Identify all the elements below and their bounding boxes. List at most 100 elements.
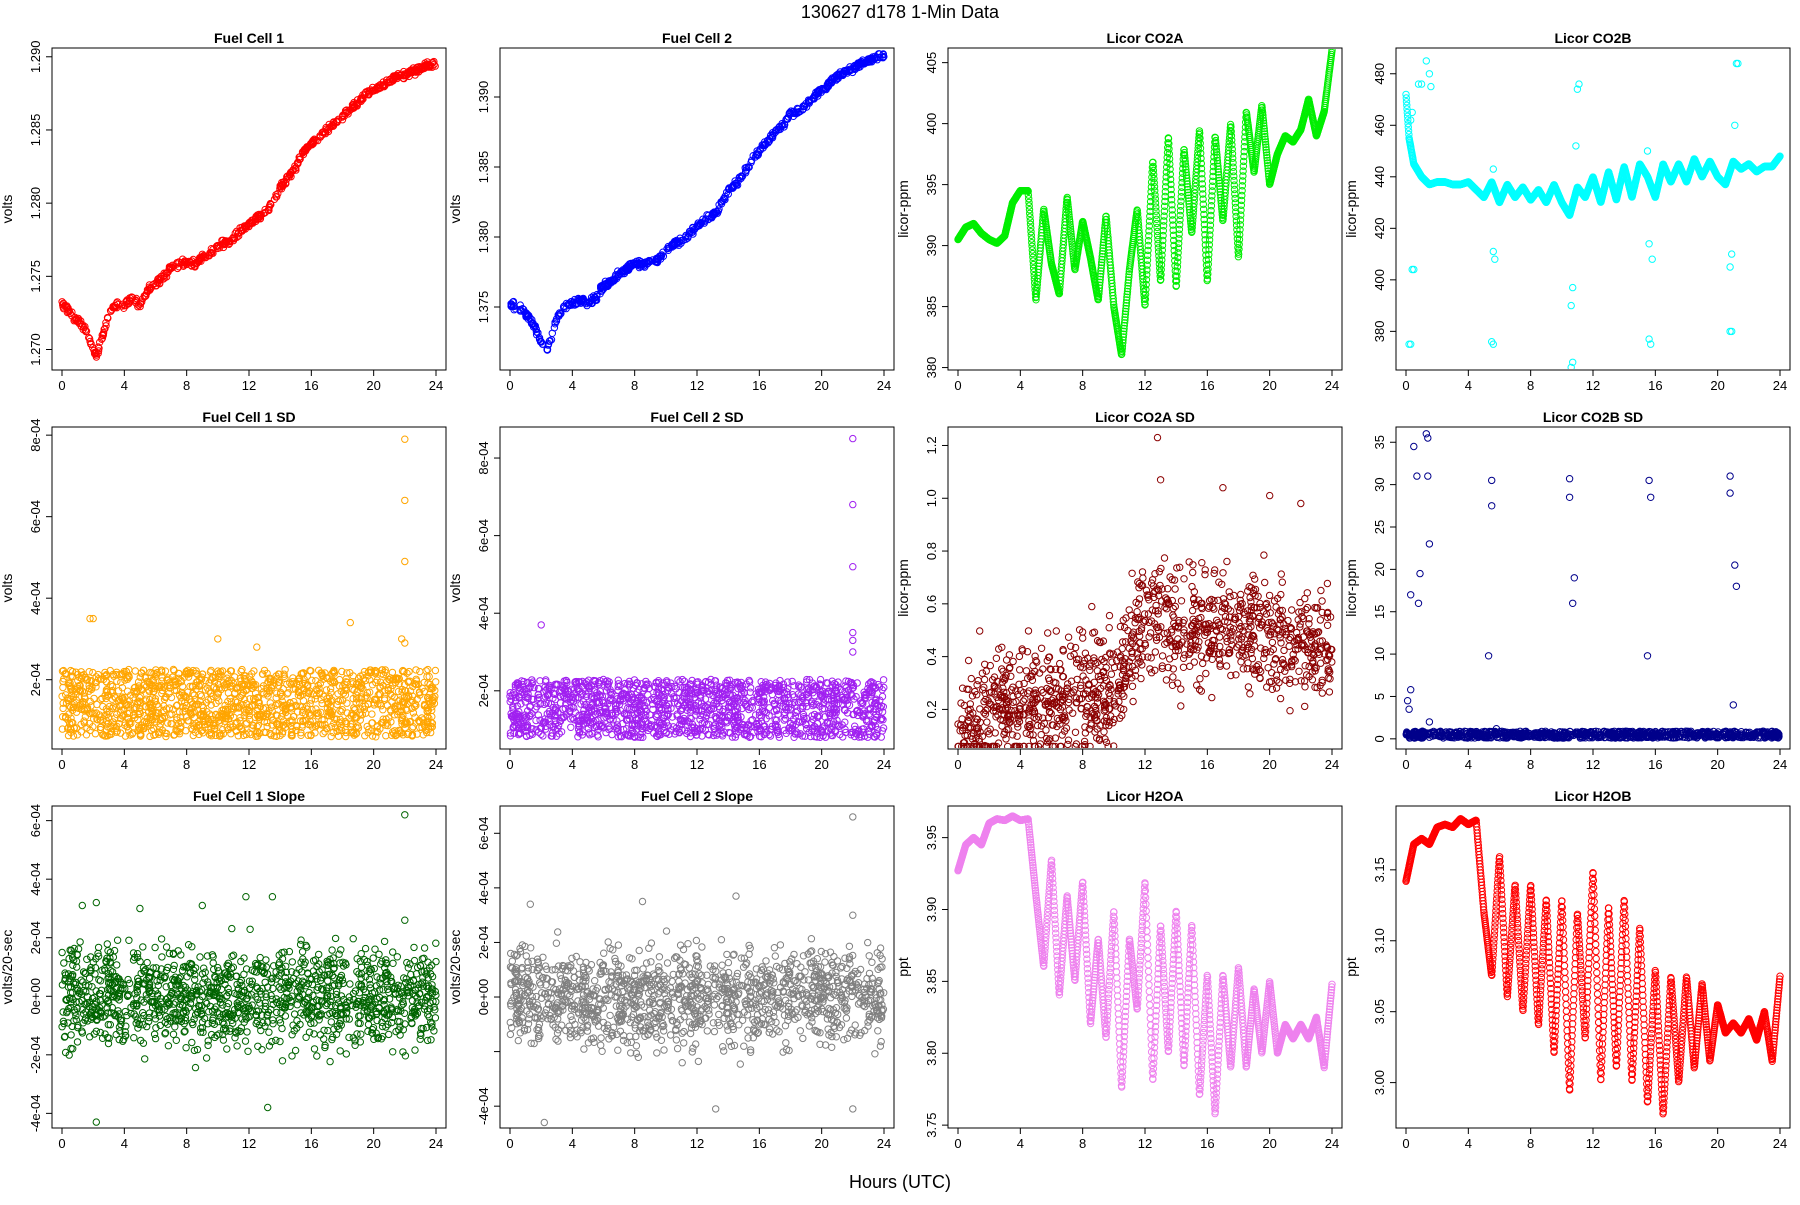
x-tick-label: 8 bbox=[183, 378, 190, 393]
outlier-point bbox=[1490, 248, 1496, 254]
y-tick-label: 380 bbox=[924, 357, 939, 379]
y-tick-label: 2e-04 bbox=[28, 663, 43, 696]
y-axis-label: volts bbox=[447, 195, 463, 224]
x-tick-label: 8 bbox=[1079, 378, 1086, 393]
y-tick-label: 1.285 bbox=[28, 114, 43, 147]
outlier-point bbox=[1428, 83, 1434, 89]
y-tick-label: 8e-04 bbox=[28, 419, 43, 452]
plot-frame bbox=[1396, 48, 1790, 370]
panel-title: Fuel Cell 1 SD bbox=[202, 409, 295, 425]
outlier-point bbox=[1649, 256, 1655, 262]
x-tick-label: 0 bbox=[58, 757, 65, 772]
x-tick-label: 12 bbox=[242, 757, 256, 772]
points bbox=[955, 47, 1335, 357]
y-tick-label: 405 bbox=[924, 52, 939, 74]
x-tick-label: 4 bbox=[1017, 378, 1024, 393]
points bbox=[1403, 58, 1783, 371]
y-tick-label: 400 bbox=[924, 113, 939, 135]
points bbox=[59, 58, 439, 360]
data-point bbox=[432, 667, 438, 673]
x-tick-label: 8 bbox=[1527, 378, 1534, 393]
x-tick-label: 0 bbox=[58, 378, 65, 393]
x-tick-label: 8 bbox=[631, 378, 638, 393]
plot-frame bbox=[948, 48, 1342, 370]
x-tick-label: 4 bbox=[569, 378, 576, 393]
x-tick-label: 24 bbox=[429, 378, 443, 393]
outlier-point bbox=[1426, 71, 1432, 77]
outlier-point bbox=[1490, 166, 1496, 172]
x-tick-label: 20 bbox=[814, 378, 828, 393]
points bbox=[59, 436, 439, 740]
x-tick-label: 0 bbox=[954, 378, 961, 393]
outlier-point bbox=[1646, 241, 1652, 247]
y-tick-label: 420 bbox=[1372, 217, 1387, 239]
x-tick-label: 16 bbox=[304, 378, 318, 393]
y-tick-label: 380 bbox=[1372, 321, 1387, 343]
outlier-point bbox=[1732, 122, 1738, 128]
y-tick-label: 6e-04 bbox=[28, 500, 43, 533]
y-tick-label: 1.385 bbox=[476, 151, 491, 184]
x-tick-label: 4 bbox=[1465, 378, 1472, 393]
data-point bbox=[367, 677, 373, 683]
y-tick-label: 400 bbox=[1372, 269, 1387, 291]
x-tick-label: 24 bbox=[1325, 378, 1339, 393]
y-tick-label: 395 bbox=[924, 174, 939, 196]
figure-title: 130627 d178 1-Min Data bbox=[0, 2, 1800, 23]
y-axis-label: licor-ppm bbox=[895, 180, 911, 238]
y-axis-label: volts bbox=[0, 574, 15, 603]
y-tick-label: 1.380 bbox=[476, 221, 491, 254]
x-tick-label: 12 bbox=[690, 378, 704, 393]
x-tick-label: 20 bbox=[1262, 378, 1276, 393]
y-tick-label: 1.275 bbox=[28, 260, 43, 293]
panel-title: Licor CO2B bbox=[1554, 30, 1631, 46]
x-tick-label: 24 bbox=[1773, 378, 1787, 393]
panel-title: Licor CO2A bbox=[1106, 30, 1183, 46]
data-point bbox=[417, 668, 423, 674]
outlier-point bbox=[1727, 264, 1733, 270]
y-axis-label: licor-ppm bbox=[1343, 180, 1359, 238]
outlier-point bbox=[1409, 109, 1415, 115]
x-tick-label: 12 bbox=[1138, 378, 1152, 393]
x-tick-label: 12 bbox=[242, 378, 256, 393]
outlier-point bbox=[1644, 148, 1650, 154]
y-tick-label: 1.390 bbox=[476, 81, 491, 114]
x-tick-label: 0 bbox=[1402, 378, 1409, 393]
x-tick-label: 12 bbox=[1586, 378, 1600, 393]
panel-title: Fuel Cell 2 bbox=[662, 30, 732, 46]
outlier-point bbox=[1423, 58, 1429, 64]
y-tick-label: 480 bbox=[1372, 63, 1387, 85]
y-tick-label: 1.270 bbox=[28, 333, 43, 366]
x-tick-label: 4 bbox=[121, 757, 128, 772]
plot-frame bbox=[52, 48, 446, 370]
points bbox=[508, 51, 887, 354]
x-tick-label: 24 bbox=[429, 757, 443, 772]
y-tick-label: 440 bbox=[1372, 166, 1387, 188]
x-tick-label: 16 bbox=[752, 378, 766, 393]
y-tick-label: 4e-04 bbox=[28, 582, 43, 615]
data-point bbox=[327, 686, 333, 692]
outlier-point bbox=[1492, 256, 1498, 262]
outlier-point bbox=[1568, 302, 1574, 308]
data-point bbox=[549, 330, 555, 336]
x-tick-label: 20 bbox=[1710, 378, 1724, 393]
data-point bbox=[369, 711, 375, 717]
x-tick-label: 20 bbox=[366, 757, 380, 772]
y-tick-label: 1.280 bbox=[28, 187, 43, 220]
panel-title: Fuel Cell 1 bbox=[214, 30, 284, 46]
x-tick-label: 16 bbox=[1648, 378, 1662, 393]
x-tick-label: 8 bbox=[183, 757, 190, 772]
panel-4: Licor CO2B licor-ppm 0 4 8 12 16 20 24 380 400 420 4… bbox=[1343, 30, 1790, 393]
outlier-point bbox=[1570, 284, 1576, 290]
outlier-point bbox=[1729, 251, 1735, 257]
outlier-point bbox=[1735, 60, 1741, 66]
x-tick-label: 16 bbox=[1200, 378, 1214, 393]
y-axis-label: volts bbox=[0, 195, 15, 224]
x-tick-label: 20 bbox=[366, 378, 380, 393]
outlier-point bbox=[1573, 143, 1579, 149]
